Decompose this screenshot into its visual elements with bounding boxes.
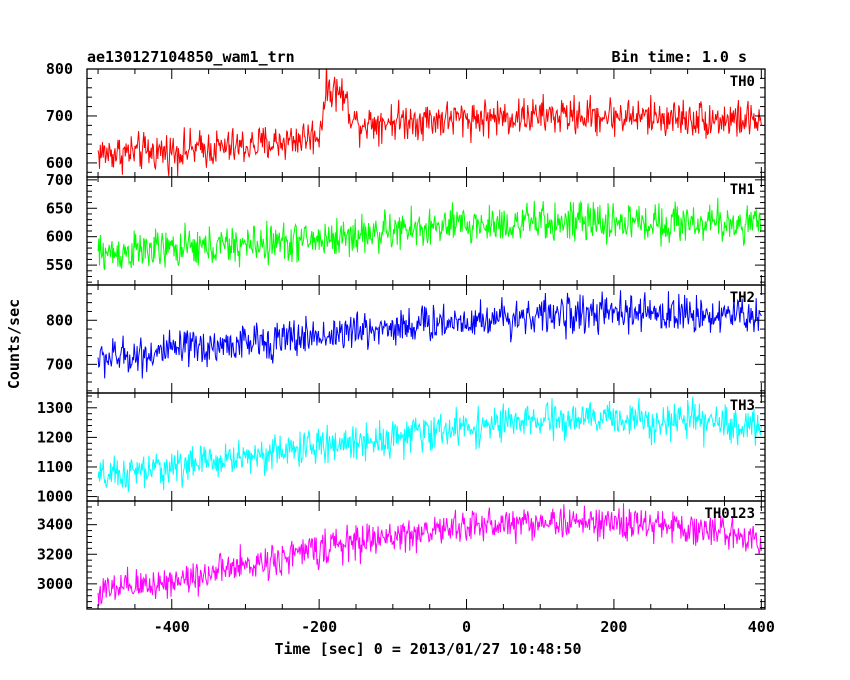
panel-frame xyxy=(86,284,766,394)
panel-th3: 1000 1100 1200 1300 TH3 xyxy=(37,392,766,506)
x-tick-label: -400 xyxy=(154,618,190,636)
panel-frame xyxy=(86,500,766,610)
panel-channel-label: TH3 xyxy=(730,398,755,414)
y-tick-label: 800 xyxy=(46,60,73,78)
y-tick-label: 1100 xyxy=(37,458,73,476)
y-tick-label: 800 xyxy=(46,311,73,329)
panel-th2: 700 800 TH2 xyxy=(46,284,766,394)
y-tick-label: 1000 xyxy=(37,488,73,506)
panel-channel-label: TH0123 xyxy=(704,506,755,522)
panel-th1: 550 600 650 700 TH1 xyxy=(46,171,766,286)
series-line-th3 xyxy=(97,396,762,493)
y-tick-label: 550 xyxy=(46,256,73,274)
panel-th0123: 3000 3200 3400 TH0123 xyxy=(37,500,766,610)
y-tick-label: 3400 xyxy=(37,516,73,534)
x-axis-label: Time [sec] 0 = 2013/01/27 10:48:50 xyxy=(274,640,581,658)
chart-title: ae130127104850_wam1_trn xyxy=(87,48,295,66)
series-line-th0123 xyxy=(97,503,762,606)
y-tick-label: 1200 xyxy=(37,428,73,446)
panel-channel-label: TH0 xyxy=(730,74,755,90)
panel-channel-label: TH1 xyxy=(730,182,755,198)
panel-channel-label: TH2 xyxy=(730,290,755,306)
y-tick-label: 1300 xyxy=(37,399,73,417)
panel-th0: 600 700 800 TH0 xyxy=(46,60,766,178)
y-tick-label: 650 xyxy=(46,199,73,217)
bin-time-label: Bin time: 1.0 s xyxy=(612,48,747,66)
y-tick-label: 700 xyxy=(46,171,73,189)
series-line-th2 xyxy=(97,290,762,379)
y-tick-label: 700 xyxy=(46,355,73,373)
y-axis-label: Counts/sec xyxy=(5,299,23,389)
y-tick-label: 3200 xyxy=(37,545,73,563)
y-tick-label: 600 xyxy=(46,154,73,172)
series-line-th0 xyxy=(97,69,762,177)
x-tick-label: 200 xyxy=(600,618,627,636)
y-tick-label: 3000 xyxy=(37,575,73,593)
y-tick-label: 700 xyxy=(46,107,73,125)
series-line-th1 xyxy=(97,197,762,270)
y-tick-label: 600 xyxy=(46,228,73,246)
x-tick-label: -200 xyxy=(301,618,337,636)
x-tick-label: 400 xyxy=(748,618,775,636)
x-tick-label: 0 xyxy=(462,618,471,636)
panels-group: 600700800TH0550600650700TH1700800TH21000… xyxy=(37,60,775,636)
